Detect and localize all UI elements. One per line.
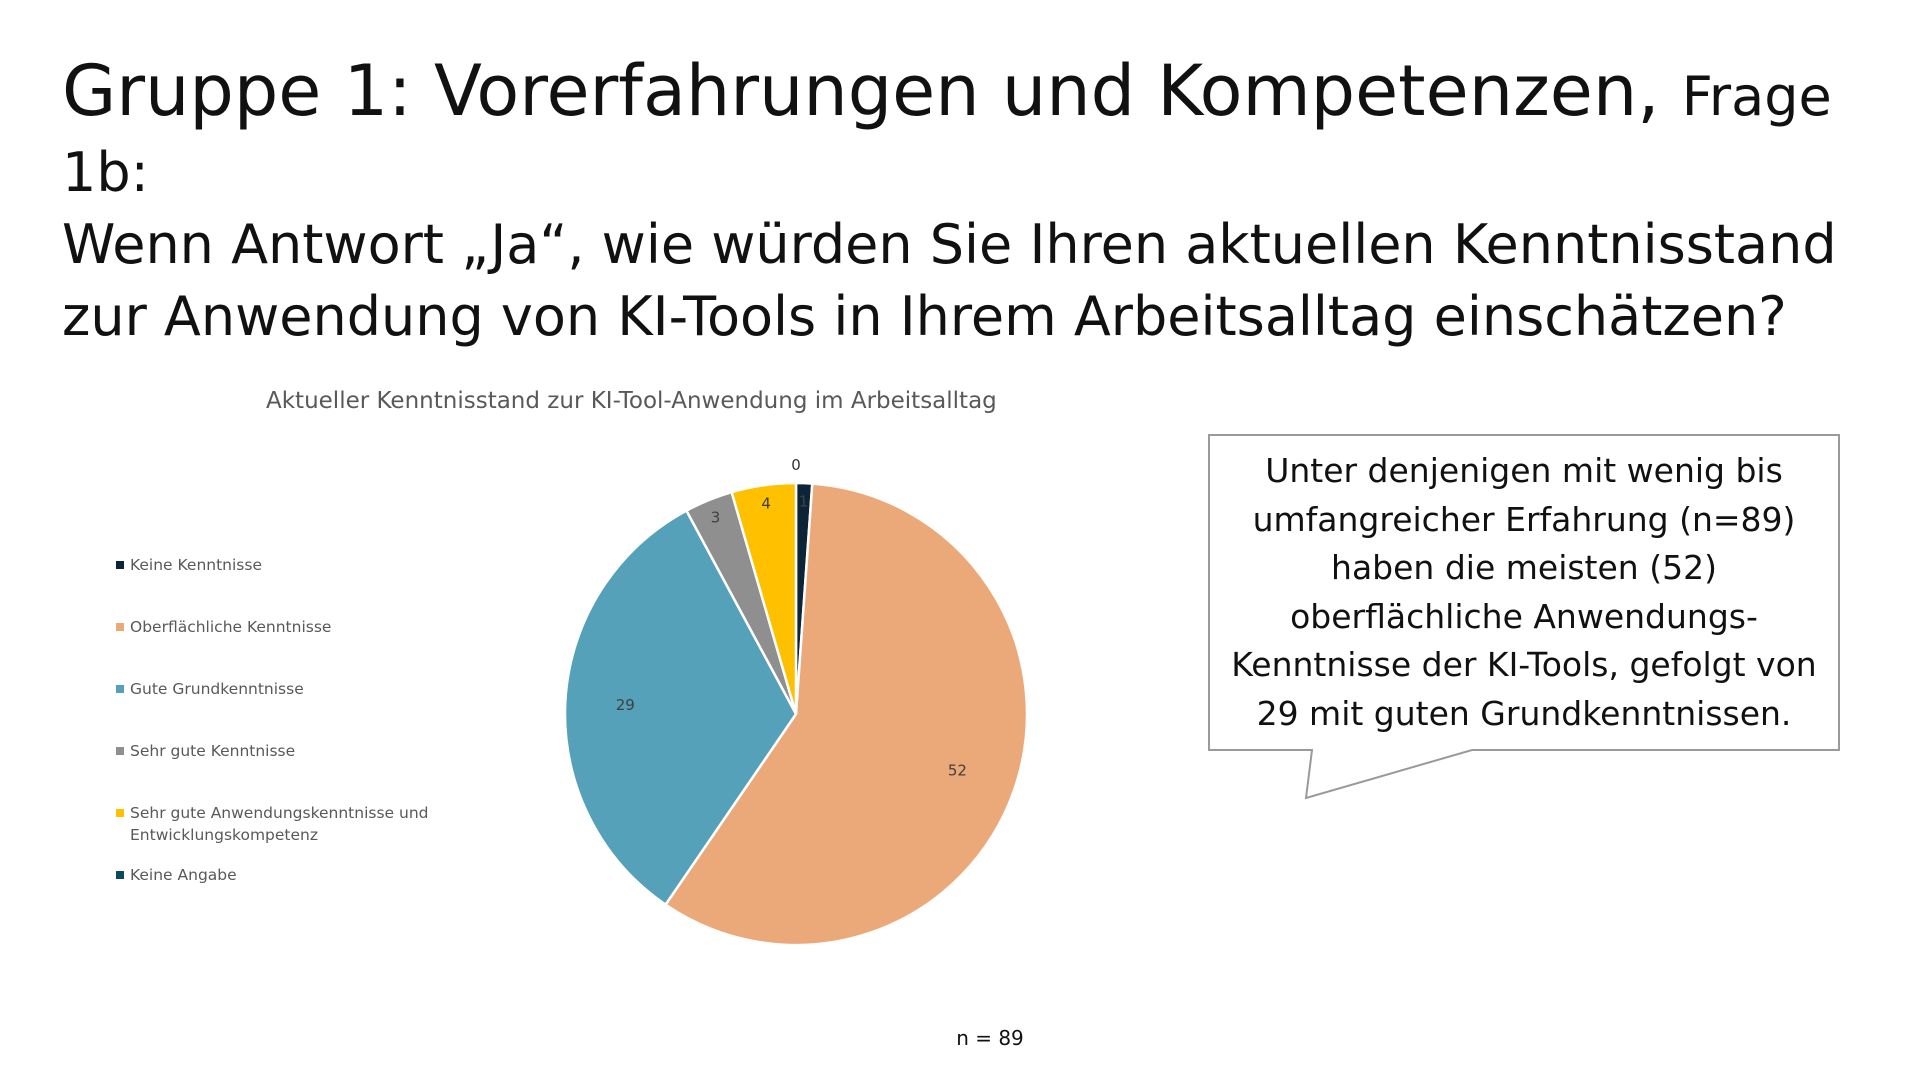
legend-item: Sehr gute Anwendungskenntnisse und Entwi… bbox=[116, 802, 466, 847]
data-label: 52 bbox=[948, 761, 967, 779]
legend-swatch bbox=[116, 623, 124, 631]
pie-slice bbox=[730, 481, 798, 715]
data-label: 3 bbox=[711, 508, 721, 526]
legend-item: Sehr gute Kenntnisse bbox=[116, 740, 466, 762]
legend-swatch bbox=[116, 747, 124, 755]
legend-label: Oberflächliche Kenntnisse bbox=[130, 618, 332, 636]
legend-label: Sehr gute Anwendungskenntnisse und Entwi… bbox=[130, 804, 429, 845]
title-frage: Frage 1b: bbox=[62, 65, 1832, 204]
legend-label: Keine Kenntnisse bbox=[130, 556, 262, 574]
pie-slice bbox=[663, 482, 1029, 947]
data-label: 1 bbox=[799, 493, 809, 511]
legend-swatch bbox=[116, 561, 124, 569]
legend-item: Keine Kenntnisse bbox=[116, 554, 466, 576]
chart-title: Aktueller Kenntnisstand zur KI-Tool-Anwe… bbox=[266, 388, 997, 414]
legend-label: Gute Grundkenntnisse bbox=[130, 680, 304, 698]
data-label: 0 bbox=[791, 456, 801, 474]
legend-swatch bbox=[116, 685, 124, 693]
legend-item: Gute Grundkenntnisse bbox=[116, 678, 466, 700]
legend-label: Keine Angabe bbox=[130, 866, 237, 884]
legend-swatch bbox=[116, 871, 124, 879]
callout-text: Unter denjenigen mit wenig bis umfangrei… bbox=[1231, 451, 1817, 733]
callout-outline bbox=[1208, 434, 1840, 800]
legend-label: Sehr gute Kenntnisse bbox=[130, 742, 296, 760]
data-label: 29 bbox=[616, 696, 635, 714]
callout-bubble bbox=[1208, 434, 1840, 800]
legend-item: Oberflächliche Kenntnisse bbox=[116, 616, 466, 638]
sample-size-label: n = 89 bbox=[956, 1026, 1024, 1050]
legend-swatch bbox=[116, 809, 124, 817]
slide-title: Gruppe 1: Vorerfahrungen und Kompetenzen… bbox=[62, 53, 1902, 353]
data-label: 4 bbox=[761, 495, 771, 513]
question-text: Wenn Antwort „Ja“, wie würden Sie Ihren … bbox=[62, 213, 1837, 348]
title-main: Gruppe 1: Vorerfahrungen und Kompetenzen… bbox=[62, 50, 1660, 132]
legend-item: Keine Angabe bbox=[116, 864, 466, 886]
